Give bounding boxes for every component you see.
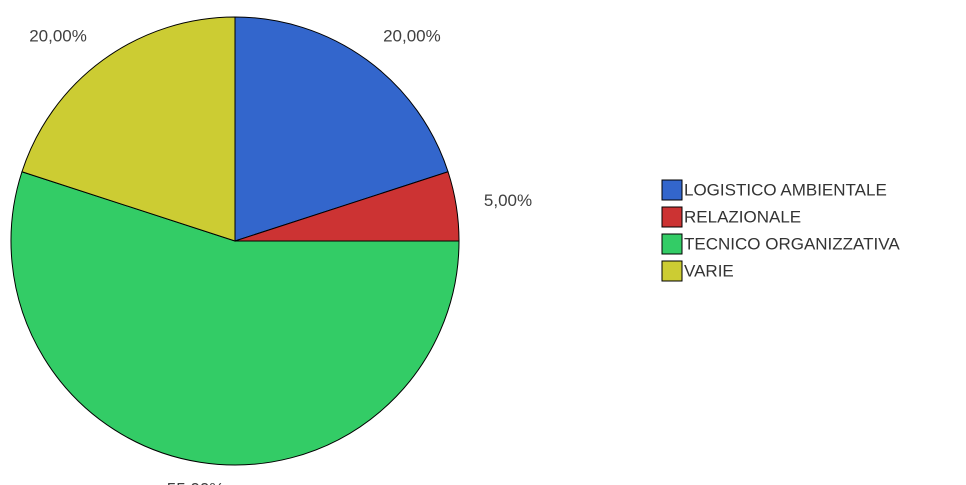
pie-label-relazionale: 5,00%	[484, 191, 532, 210]
legend-label: LOGISTICO AMBIENTALE	[684, 180, 887, 199]
pie-slice-logistico-ambientale	[234, 16, 449, 242]
legend-item-logistico-ambientale: LOGISTICO AMBIENTALE	[661, 179, 887, 201]
pie-label-tecnico-organizzativa: 55,00%	[167, 479, 225, 485]
pie-slices	[10, 16, 460, 466]
pie-label-varie: 20,00%	[29, 27, 87, 46]
pie-labels: 20,00% 5,00% 55,00% 20,00%	[29, 27, 532, 485]
legend-item-tecnico-organizzativa: TECNICO ORGANIZZATIVA	[661, 233, 900, 255]
legend-item-relazionale: RELAZIONALE	[661, 206, 801, 228]
legend-swatch	[661, 260, 683, 282]
pie-slice-varie	[21, 16, 236, 242]
legend-swatch	[661, 206, 683, 228]
legend-label: RELAZIONALE	[684, 207, 801, 226]
legend-label: TECNICO ORGANIZZATIVA	[684, 234, 900, 253]
legend-label: VARIE	[684, 261, 734, 280]
pie-slice-tecnico-organizzativa	[10, 171, 460, 466]
legend-swatch	[661, 233, 683, 255]
legend-swatch	[661, 179, 683, 201]
pie-label-logistico-ambientale: 20,00%	[383, 27, 441, 46]
legend: LOGISTICO AMBIENTALE RELAZIONALE TECNICO O…	[661, 179, 900, 282]
legend-item-varie: VARIE	[661, 260, 734, 282]
